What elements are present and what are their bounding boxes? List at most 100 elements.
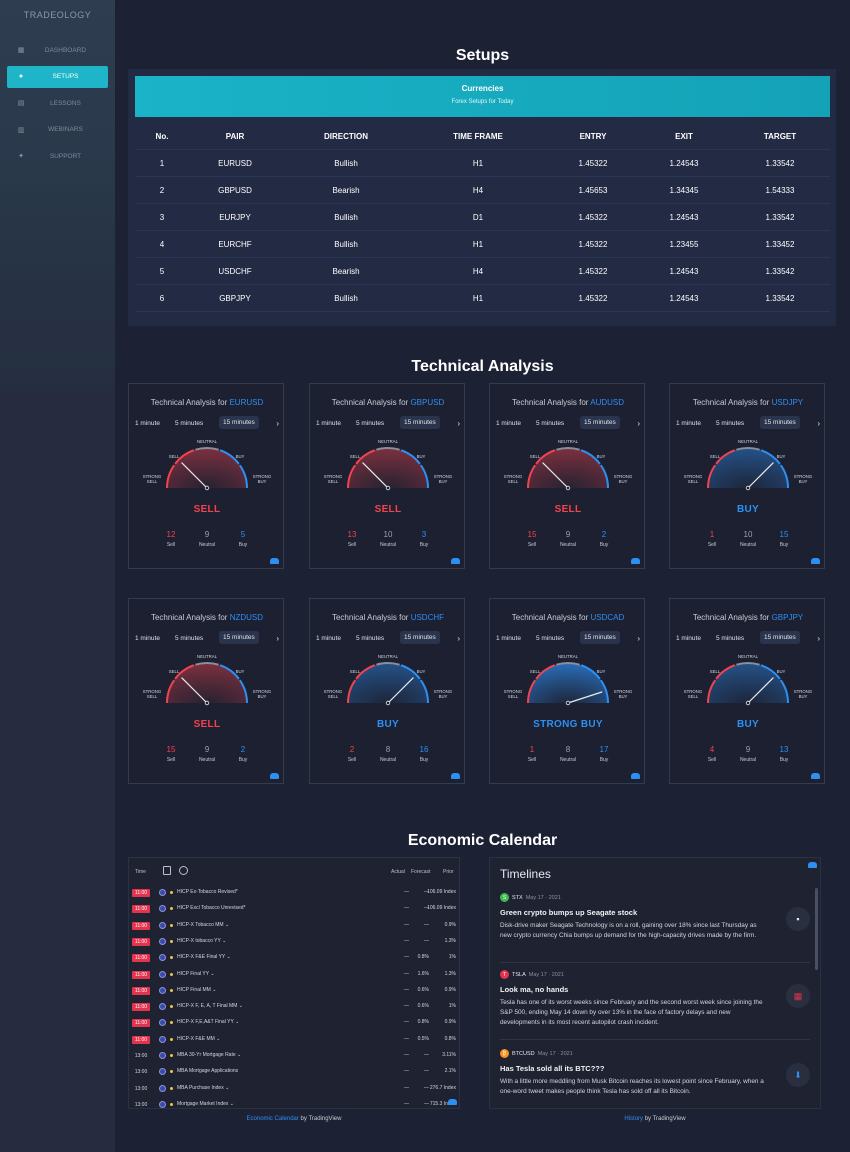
calendar-row[interactable]: 11:00 HICP-X F&E Final YY ⌄ — 0.8% 1% (129, 950, 459, 966)
calendar-row[interactable]: 11:00 HICP-X F, E, A, T Final MM ⌄ — 0.6% 1% (129, 999, 459, 1015)
tab-1-minute[interactable]: 1 minute (135, 420, 160, 427)
calendar-row[interactable]: 11:00 HICP Ex-Tobacco Revised* — —106.09 In… (129, 885, 459, 901)
tab-1-minute[interactable]: 1 minute (496, 420, 521, 427)
tab-5-minutes[interactable]: 5 minutes (356, 635, 385, 642)
nav-item-dashboard[interactable]: ▦ DASHBOARD (7, 39, 108, 61)
calendar-row[interactable]: 13:00 MBA Mortgage Applications — — 2.1% (129, 1064, 459, 1080)
tab-1-minute[interactable]: 1 minute (135, 635, 160, 642)
tab-5-minutes[interactable]: 5 minutes (716, 635, 745, 642)
tab-1-minute[interactable]: 1 minute (316, 420, 341, 427)
news-headline[interactable]: Look ma, no hands (500, 985, 569, 994)
calendar-row[interactable]: 11:00 HICP-X Tobacco MM ⌄ — — 0.9% (129, 918, 459, 934)
tradingview-logo-icon[interactable] (811, 558, 820, 564)
tab-15-minutes[interactable]: 15 minutes (760, 416, 800, 429)
calendar-row[interactable]: 13:00 MBA 30-Yr Mortgage Rate ⌄ — — 3.11% (129, 1048, 459, 1064)
timelines-scrollbar[interactable] (815, 888, 818, 970)
tab-15-minutes[interactable]: 15 minutes (580, 631, 620, 644)
tradingview-logo-icon[interactable] (451, 773, 460, 779)
calendar-row[interactable]: 11:00 HICP-X tobacco YY ⌄ — — 1.3% (129, 934, 459, 950)
calendar-credit-link[interactable]: Economic Calendar (246, 1116, 299, 1122)
event-time: 13:00 (134, 1053, 148, 1059)
chevron-right-icon[interactable]: › (276, 634, 279, 643)
news-action-button[interactable]: ▪ (786, 907, 810, 931)
timelines-widget[interactable]: Timelines S STX May 17 · 2021 Green crypto … (489, 857, 821, 1109)
calendar-row[interactable]: 11:00 HICP Final YY ⌄ — 1.6% 1.3% (129, 967, 459, 983)
news-headline[interactable]: Has Tesla sold all its BTC??? (500, 1064, 605, 1073)
tab-15-minutes[interactable]: 15 minutes (219, 631, 259, 644)
news-item[interactable]: S STX May 17 · 2021 Green crypto bumps up S… (500, 893, 770, 941)
gauge-label-sell: SELL (530, 669, 541, 674)
event-prior: 1% (448, 954, 456, 961)
ta-card-usdchf[interactable]: Technical Analysis for USDCHF 1 minute 5 m… (309, 598, 465, 784)
news-date: May 17 · 2021 (528, 971, 564, 978)
calendar-row[interactable]: 11:00 HICP Excl Tobacco Unrevised* — —106.0… (129, 901, 459, 917)
tab-15-minutes[interactable]: 15 minutes (219, 416, 259, 429)
tab-1-minute[interactable]: 1 minute (676, 420, 701, 427)
calendar-row[interactable]: 13:00 Mortgage Market Index ⌄ — —715.3 Inde… (129, 1097, 459, 1108)
chevron-right-icon[interactable]: › (817, 419, 820, 428)
tradingview-logo-icon[interactable] (448, 1099, 457, 1105)
save-icon: ▪ (796, 914, 800, 924)
tab-5-minutes[interactable]: 5 minutes (356, 420, 385, 427)
tab-15-minutes[interactable]: 15 minutes (760, 631, 800, 644)
calendar-row[interactable]: 11:00 HICP Final MM ⌄ — 0.6% 0.9% (129, 983, 459, 999)
gauge-label-strong-sell: STRONG SELL (504, 689, 523, 699)
tab-5-minutes[interactable]: 5 minutes (175, 635, 204, 642)
tab-1-minute[interactable]: 1 minute (316, 635, 341, 642)
ta-card-gbpjpy[interactable]: Technical Analysis for GBPJPY 1 minute 5 m… (669, 598, 825, 784)
nav-item-setups[interactable]: ● SETUPS (7, 65, 108, 88)
event-forecast: 1.6% (417, 970, 429, 977)
table-cell: Bearish (332, 267, 360, 276)
tab-5-minutes[interactable]: 5 minutes (175, 420, 204, 427)
chevron-right-icon[interactable]: › (817, 634, 820, 643)
nav-item-webinars[interactable]: ▥ WEBINARS (7, 119, 108, 141)
news-action-button[interactable]: ⬇ (786, 1063, 810, 1087)
tab-15-minutes[interactable]: 15 minutes (400, 416, 440, 429)
tab-5-minutes[interactable]: 5 minutes (536, 420, 565, 427)
count-label-buy: Buy (419, 757, 429, 763)
tab-1-minute[interactable]: 1 minute (496, 635, 521, 642)
event-actual: — (404, 937, 409, 944)
tab-15-minutes[interactable]: 15 minutes (580, 416, 620, 429)
tab-5-minutes[interactable]: 5 minutes (716, 420, 745, 427)
chevron-right-icon[interactable]: › (457, 634, 460, 643)
tab-1-minute[interactable]: 1 minute (676, 635, 701, 642)
news-symbol[interactable]: TSLA (512, 971, 526, 978)
news-action-button[interactable]: ▦ (786, 984, 810, 1008)
tab-5-minutes[interactable]: 5 minutes (536, 635, 565, 642)
tradingview-logo-icon[interactable] (270, 558, 279, 564)
chevron-right-icon[interactable]: › (637, 634, 640, 643)
calendar-row[interactable]: 11:00 HICP-X F&E MM ⌄ — 0.5% 0.8% (129, 1032, 459, 1048)
ta-card-gbpusd[interactable]: Technical Analysis for GBPUSD 1 minute 5 m… (309, 383, 465, 569)
calendar-filter-icon[interactable] (163, 866, 171, 875)
tab-15-minutes[interactable]: 15 minutes (400, 631, 440, 644)
news-symbol[interactable]: STX (512, 894, 523, 901)
gauge-segment (219, 664, 240, 680)
timelines-credit-link[interactable]: History (624, 1116, 644, 1122)
economic-calendar-widget[interactable]: Time Actual Forecast Prior 11:00 HICP Ex-… (128, 857, 460, 1109)
tradingview-logo-icon[interactable] (631, 558, 640, 564)
calendar-row[interactable]: 11:00 HICP-X F,E,A&T Final YY ⌄ — 0.8% 0.9% (129, 1015, 459, 1031)
tradingview-logo-icon[interactable] (631, 773, 640, 779)
news-item[interactable]: ₿ BTCUSD May 17 · 2021 Has Tesla sold all i… (500, 1049, 770, 1097)
ta-card-usdcad[interactable]: Technical Analysis for USDCAD 1 minute 5 m… (489, 598, 645, 784)
ta-card-audusd[interactable]: Technical Analysis for AUDUSD 1 minute 5 m… (489, 383, 645, 569)
tradingview-logo-icon[interactable] (808, 862, 817, 868)
event-actual: — (404, 889, 409, 895)
nav-item-lessons[interactable]: ▤ LESSONS (7, 92, 108, 114)
chevron-right-icon[interactable]: › (637, 419, 640, 428)
tradingview-logo-icon[interactable] (811, 773, 820, 779)
chevron-right-icon[interactable]: › (457, 419, 460, 428)
calendar-row[interactable]: 13:00 MBA Purchase Index ⌄ — —276.7 Index (129, 1081, 459, 1097)
tradingview-logo-icon[interactable] (270, 773, 279, 779)
news-item[interactable]: T TSLA May 17 · 2021 Look ma, no hands Tesla… (500, 970, 770, 1028)
news-headline[interactable]: Green crypto bumps up Seagate stock (500, 908, 638, 917)
chevron-right-icon[interactable]: › (276, 419, 279, 428)
ta-card-usdjpy[interactable]: Technical Analysis for USDJPY 1 minute 5 m… (669, 383, 825, 569)
tradingview-logo-icon[interactable] (451, 558, 460, 564)
news-symbol[interactable]: BTCUSD (512, 1050, 535, 1057)
globe-icon[interactable] (179, 866, 188, 875)
ta-card-nzdusd[interactable]: Technical Analysis for NZDUSD 1 minute 5 m… (128, 598, 284, 784)
nav-item-support[interactable]: ✦ SUPPORT (7, 145, 108, 167)
ta-card-eurusd[interactable]: Technical Analysis for EURUSD 1 minute 5 m… (128, 383, 284, 569)
